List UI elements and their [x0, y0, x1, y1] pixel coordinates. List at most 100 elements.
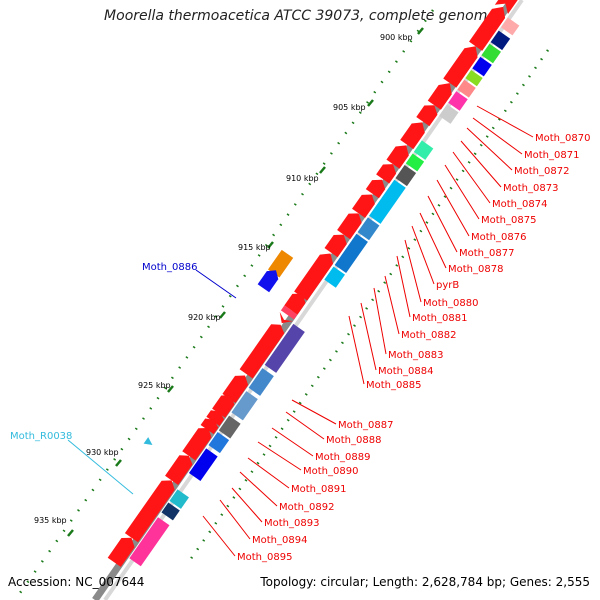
callout-line	[466, 127, 513, 171]
gene-label: Moth_0887	[338, 420, 393, 431]
gene-block	[161, 502, 180, 521]
gene-arrow	[165, 455, 193, 485]
gene-block	[208, 432, 230, 454]
callout-line	[384, 275, 400, 335]
gene-block	[169, 489, 189, 509]
gene-block	[129, 517, 170, 567]
gene-label: Moth_0891	[291, 484, 346, 495]
gene-block	[264, 323, 305, 373]
gene-arrow	[294, 253, 334, 301]
gene-block	[413, 140, 434, 160]
gene-label: Moth_0873	[503, 183, 558, 194]
gene-arrow	[239, 324, 285, 379]
gene-arrow	[124, 480, 175, 543]
gene-arrow	[284, 293, 306, 315]
gene-label: Moth_0878	[448, 264, 503, 275]
tick-label: 920 kbp	[188, 313, 221, 322]
gene-block	[448, 91, 468, 111]
callout-line	[404, 239, 422, 303]
gene-arrow	[337, 213, 362, 240]
callout-line	[460, 140, 502, 188]
kbp-ticks: 900 kbp 905 kbp 910 kbp 915 kbp 920 kbp …	[34, 27, 424, 537]
gene-block	[334, 233, 368, 273]
gene-label: Moth_0893	[264, 518, 319, 529]
gene-label: pyrB	[436, 280, 459, 291]
tick-mark	[367, 99, 374, 107]
connector	[195, 269, 237, 299]
gene-label: Moth_0885	[366, 380, 421, 391]
gene-label: Moth_0871	[524, 150, 579, 161]
tick-label: 905 kbp	[333, 103, 366, 112]
gene-label: Moth_0889	[315, 452, 370, 463]
tick-mark	[67, 529, 74, 537]
tick-label: 910 kbp	[286, 174, 319, 183]
gene-block	[369, 179, 406, 224]
gene-arrow	[376, 164, 397, 184]
gene-block	[501, 17, 520, 36]
gene-block	[472, 56, 492, 77]
gene-arrow	[182, 427, 212, 461]
gene-arrow	[365, 179, 386, 199]
map-title: Moorella thermoacetica ATCC 39073, compl…	[104, 8, 496, 24]
gene-callouts: Moth_0870 Moth_0871 Moth_0872 Moth_0873 Moth…	[202, 105, 590, 563]
gene-label: Moth_0892	[279, 502, 334, 513]
genome-stats-text: Topology: circular; Length: 2,628,784 bp…	[260, 575, 590, 589]
gene-label: Moth_0881	[412, 313, 467, 324]
tick-label: 900 kbp	[380, 33, 413, 42]
tick-mark	[319, 166, 326, 174]
callout-line	[285, 411, 325, 440]
callout-line	[247, 457, 290, 489]
gene-arrow	[206, 410, 225, 426]
gene-track	[107, 0, 529, 567]
callout-line	[271, 427, 314, 457]
callout-line	[257, 441, 302, 471]
gene-label: Moth_0884	[378, 366, 433, 377]
callout-line	[452, 151, 491, 204]
callout-line	[360, 302, 377, 371]
label-moth-0886: Moth_0886	[142, 262, 197, 273]
label-moth-r0038: Moth_R0038	[10, 431, 72, 442]
gene-arrow	[386, 145, 409, 169]
tick-track	[13, 9, 435, 600]
callout-line	[202, 515, 236, 557]
tick-mark	[115, 459, 122, 467]
forward-strand-genes	[107, 0, 529, 567]
gene-arrow	[107, 537, 135, 567]
gene-block	[465, 69, 483, 87]
gene-block	[457, 79, 476, 98]
accession-text: Accession: NC_007644	[8, 575, 145, 589]
gene-arrow	[257, 270, 279, 293]
tick-mark	[167, 385, 174, 393]
callout-line	[427, 195, 458, 253]
callout-line	[419, 212, 447, 269]
connector	[67, 439, 134, 495]
callout-line	[291, 399, 337, 425]
tick-label: 930 kbp	[86, 448, 119, 457]
gene-arrow	[280, 305, 298, 320]
gene-block	[248, 368, 274, 396]
gene-arrow	[200, 418, 219, 435]
gene-label: Moth_0882	[401, 330, 456, 341]
callout-line	[219, 499, 251, 540]
gene-block	[324, 266, 345, 288]
gene-label: Moth_0870	[535, 133, 590, 144]
reverse-strand-genes	[129, 17, 520, 567]
gene-arrow	[352, 194, 375, 218]
gene-block	[357, 217, 380, 241]
gene-label: Moth_0890	[303, 466, 358, 477]
tick-mark	[267, 241, 274, 249]
gene-block	[490, 30, 511, 51]
tick-mark	[417, 27, 424, 35]
callout-line	[396, 255, 411, 318]
gene-block	[481, 43, 502, 64]
gene-arrow	[469, 6, 506, 51]
inner-tick-track	[188, 49, 550, 561]
gene-label: Moth_0877	[459, 248, 514, 259]
gene-block	[231, 391, 258, 421]
gene-arrow	[400, 122, 425, 150]
tick-label: 925 kbp	[138, 381, 171, 390]
rna-marker	[143, 437, 153, 445]
gene-block	[405, 153, 425, 172]
gene-label: Moth_0888	[326, 435, 381, 446]
